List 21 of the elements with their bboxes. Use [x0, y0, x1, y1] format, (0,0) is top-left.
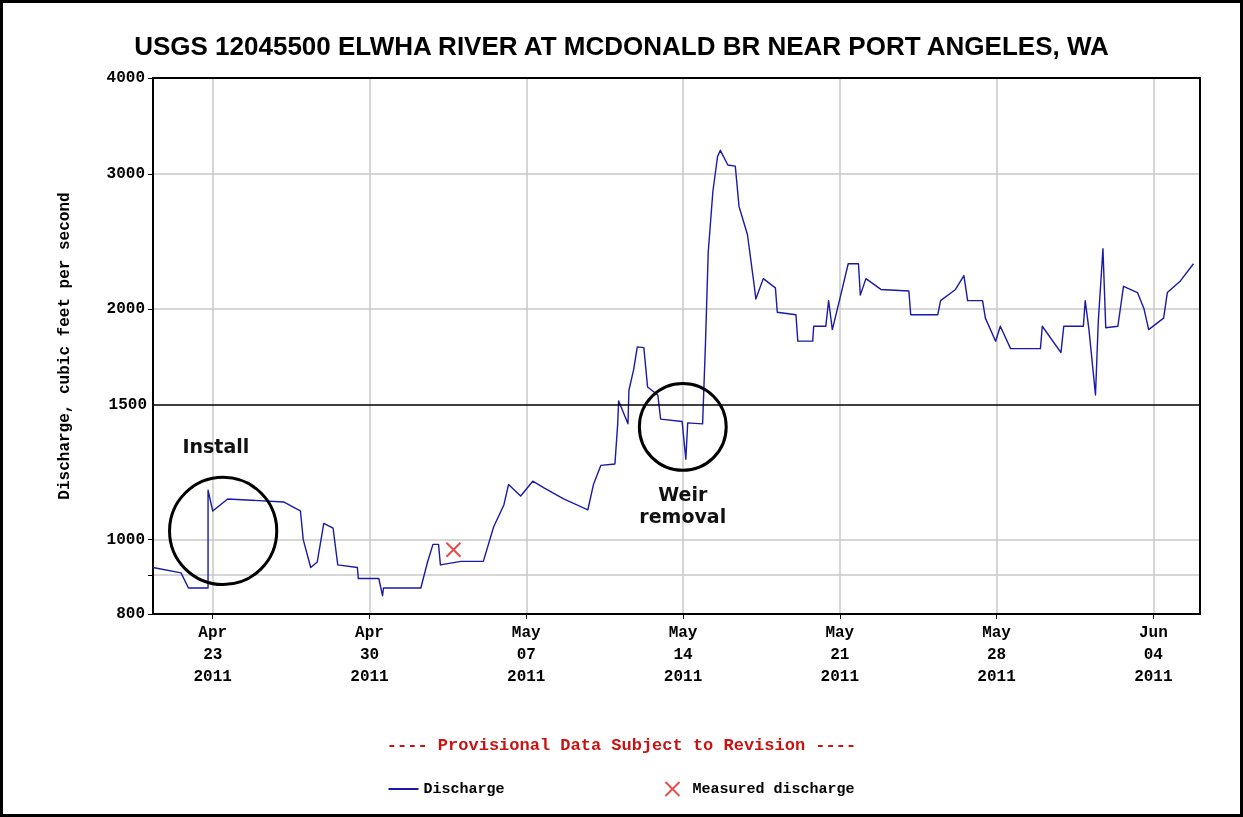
y-axis-title: Discharge, cubic feet per second: [56, 192, 74, 500]
annotation: Install: [182, 435, 250, 458]
line-series: [152, 149, 1195, 597]
x-tick-label: May 21 2011: [820, 624, 860, 686]
x-tick-label: May 07 2011: [507, 624, 546, 686]
y-tick-label: 1000: [106, 530, 145, 549]
x-tick-label: May 14 2011: [663, 624, 703, 686]
legend-label: Discharge: [423, 780, 505, 798]
legend-label: Measured discharge: [692, 780, 855, 798]
chart-title: USGS 12045500 ELWHA RIVER AT MCDONALD BR NEAR PORT ANGELES, WA: [134, 31, 1110, 61]
y-tick-label: 2000: [106, 299, 145, 318]
text: ---- Provisional Data Subject to Revision ----: [386, 736, 857, 755]
y-tick-label: 4000: [106, 69, 145, 87]
x-tick-label: Apr 23 2011: [193, 624, 232, 686]
x-tick-label: May 28 2011: [977, 624, 1016, 686]
y-tick-label: 3000: [106, 164, 145, 183]
x-tick-label: Jun 04 2011: [1134, 624, 1173, 686]
x-tick-label: Apr 30 2011: [350, 624, 389, 686]
annotation: Weir removal: [639, 483, 727, 528]
ref-line-label: 1500: [108, 395, 147, 414]
y-tick-label: 800: [116, 605, 145, 623]
